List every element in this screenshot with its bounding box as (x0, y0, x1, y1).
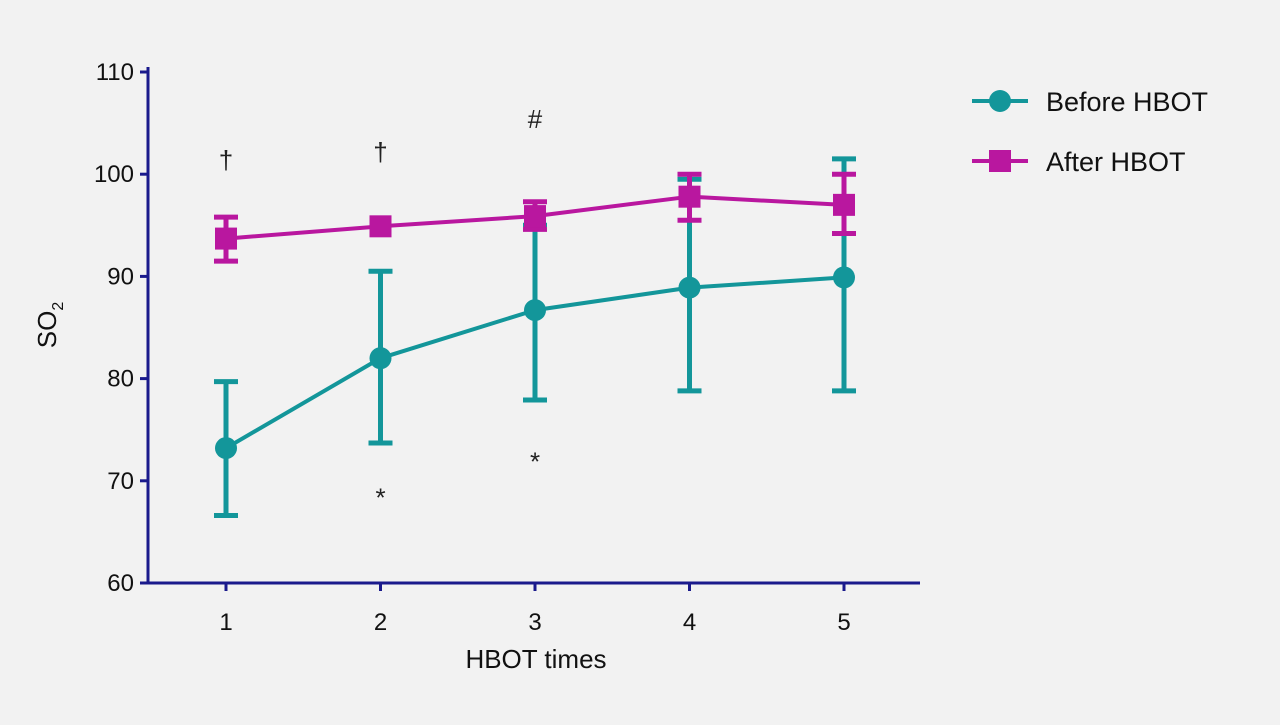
legend-entry: After HBOT (972, 147, 1186, 177)
data-point (678, 276, 701, 299)
y-tick-label: 80 (107, 366, 134, 393)
legend-label: After HBOT (1046, 147, 1186, 177)
x-tick-label: 2 (374, 609, 387, 636)
significance-marker: * (530, 447, 540, 477)
significance-marker: # (528, 104, 543, 134)
legend-label: Before HBOT (1046, 87, 1208, 117)
data-point (678, 185, 701, 208)
x-tick-label: 1 (219, 609, 232, 636)
annotations: † † # * * (219, 104, 543, 512)
y-axis-title: SO2 (32, 302, 67, 349)
legend-marker (989, 90, 1011, 112)
y-tick-label: 70 (107, 468, 134, 495)
x-tick-label: 4 (683, 609, 696, 636)
y-tick-label: 60 (107, 570, 134, 597)
legend-marker (989, 150, 1011, 172)
legend-entry: Before HBOT (972, 87, 1208, 117)
significance-marker: † (219, 145, 233, 175)
y-tick-label: 110 (96, 59, 134, 86)
data-point (215, 227, 237, 250)
data-point (215, 437, 237, 460)
data-point (833, 193, 855, 216)
y-axis-title-subscript: 2 (50, 302, 67, 311)
data-point (524, 205, 546, 228)
x-ticks: 1 2 3 4 5 (219, 583, 851, 636)
series-group (214, 156, 856, 519)
y-tick-label: 90 (107, 263, 134, 290)
y-axis-title-main: SO (32, 311, 62, 349)
axes (146, 67, 920, 585)
significance-marker: * (375, 482, 385, 512)
series-after-hbot (214, 171, 856, 264)
significance-marker: † (373, 137, 387, 167)
data-point (524, 299, 546, 322)
legend: Before HBOT After HBOT (972, 87, 1208, 177)
y-ticks: 60 70 80 90 100 110 (94, 59, 148, 597)
data-point (833, 266, 855, 289)
x-tick-label: 3 (528, 609, 541, 636)
x-tick-label: 5 (837, 609, 850, 636)
data-point (369, 215, 392, 238)
y-tick-label: 100 (94, 161, 134, 188)
data-point (369, 347, 392, 370)
x-axis-title: HBOT times (465, 644, 606, 674)
